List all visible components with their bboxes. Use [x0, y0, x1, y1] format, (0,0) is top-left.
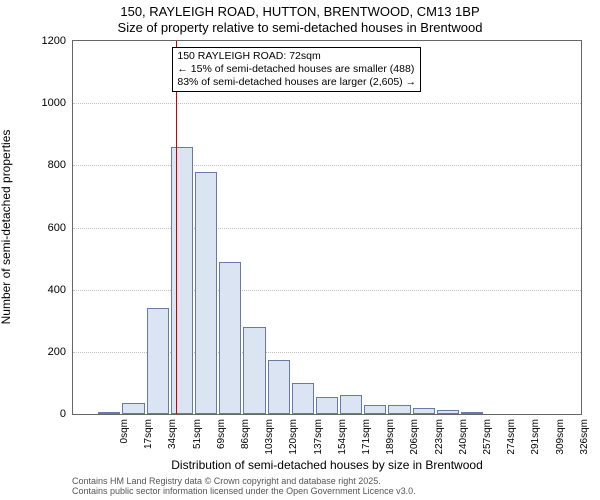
x-tick-label: 137sqm	[313, 419, 324, 459]
y-tick-label: 1000	[42, 97, 66, 109]
bar-slot	[194, 41, 218, 414]
y-tick-label: 0	[60, 408, 66, 420]
x-tick-label: 51sqm	[192, 419, 203, 459]
footer-line-2: Contains public sector information licen…	[72, 486, 416, 496]
bar-slot	[170, 41, 194, 414]
bar-slot	[363, 41, 387, 414]
histogram-bar	[122, 403, 144, 414]
histogram-bar	[340, 395, 362, 414]
x-tick-label: 69sqm	[216, 419, 227, 459]
x-tick-label: 240sqm	[458, 419, 469, 459]
chart-container: 150, RAYLEIGH ROAD, HUTTON, BRENTWOOD, C…	[0, 0, 600, 500]
annotation-line-1: 150 RAYLEIGH ROAD: 72sqm	[177, 50, 416, 63]
bar-slot	[97, 41, 121, 414]
bar-slot	[267, 41, 291, 414]
x-tick-label: 34sqm	[167, 419, 178, 459]
bar-slot	[146, 41, 170, 414]
histogram-bar	[292, 383, 314, 414]
bar-slot	[557, 41, 581, 414]
bar-slot	[508, 41, 532, 414]
annotation-line-3: 83% of semi-detached houses are larger (…	[177, 76, 416, 89]
x-tick-label: 0sqm	[119, 419, 130, 459]
bar-slot	[533, 41, 557, 414]
y-tick-label: 200	[48, 346, 66, 358]
footer-attribution: Contains HM Land Registry data © Crown c…	[72, 476, 416, 497]
bar-slot	[339, 41, 363, 414]
histogram-bar	[316, 397, 338, 414]
bar-slot	[291, 41, 315, 414]
histogram-bar	[437, 410, 459, 414]
histogram-bar	[98, 412, 120, 414]
bar-slot	[315, 41, 339, 414]
footer-line-1: Contains HM Land Registry data © Crown c…	[72, 476, 416, 486]
y-tick-label: 800	[48, 159, 66, 171]
x-tick-label: 103sqm	[264, 419, 275, 459]
annotation-box: 150 RAYLEIGH ROAD: 72sqm ← 15% of semi-d…	[172, 47, 421, 92]
histogram-bar	[388, 405, 410, 414]
y-axis-ticks: 020040060080010001200	[0, 40, 66, 415]
x-tick-label: 154sqm	[337, 419, 348, 459]
y-tick-label: 1200	[42, 35, 66, 47]
property-marker-line	[176, 41, 177, 414]
y-tick-label: 400	[48, 284, 66, 296]
bar-slot	[460, 41, 484, 414]
bar-slot	[218, 41, 242, 414]
histogram-bar	[147, 308, 169, 414]
bar-slot	[484, 41, 508, 414]
histogram-bar	[195, 172, 217, 414]
histogram-bars	[73, 41, 581, 414]
histogram-bar	[171, 147, 193, 414]
title-line-1: 150, RAYLEIGH ROAD, HUTTON, BRENTWOOD, C…	[0, 4, 600, 19]
plot-area: 150 RAYLEIGH ROAD: 72sqm ← 15% of semi-d…	[72, 40, 582, 415]
bar-slot	[436, 41, 460, 414]
bar-slot	[387, 41, 411, 414]
x-tick-label: 223sqm	[434, 419, 445, 459]
histogram-bar	[461, 412, 483, 414]
x-tick-label: 326sqm	[579, 419, 590, 459]
histogram-bar	[219, 262, 241, 414]
histogram-bar	[364, 405, 386, 414]
y-tick-label: 600	[48, 222, 66, 234]
x-tick-label: 309sqm	[555, 419, 566, 459]
x-tick-label: 86sqm	[240, 419, 251, 459]
x-axis-label: Distribution of semi-detached houses by …	[72, 458, 582, 472]
histogram-bar	[413, 408, 435, 414]
histogram-bar	[268, 360, 290, 414]
x-tick-label: 206sqm	[409, 419, 420, 459]
x-tick-label: 257sqm	[482, 419, 493, 459]
x-tick-label: 189sqm	[385, 419, 396, 459]
title-line-2: Size of property relative to semi-detach…	[0, 20, 600, 35]
bar-slot	[73, 41, 97, 414]
x-tick-label: 120sqm	[288, 419, 299, 459]
annotation-line-2: ← 15% of semi-detached houses are smalle…	[177, 63, 416, 76]
x-tick-label: 171sqm	[361, 419, 372, 459]
x-tick-label: 291sqm	[530, 419, 541, 459]
histogram-bar	[243, 327, 265, 414]
bar-slot	[412, 41, 436, 414]
x-tick-label: 17sqm	[143, 419, 154, 459]
bar-slot	[242, 41, 266, 414]
bar-slot	[121, 41, 145, 414]
x-tick-label: 274sqm	[506, 419, 517, 459]
